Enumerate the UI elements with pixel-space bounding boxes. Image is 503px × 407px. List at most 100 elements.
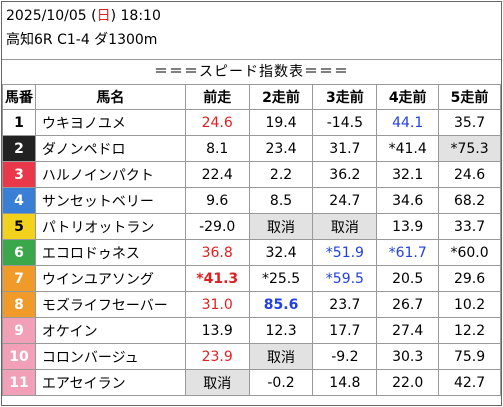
- speed-index-cell: 12.2: [438, 317, 501, 344]
- speed-index-cell: 13.9: [376, 213, 440, 240]
- speed-index-cell: *61.7: [376, 239, 440, 266]
- horse-number: 9: [2, 317, 36, 344]
- speed-index-cell: 32.4: [248, 239, 314, 266]
- table-row: 6 エコロドゥネス 36.8 32.4 *51.9 *61.7 *60.0: [2, 239, 501, 266]
- speed-index-cell: 14.8: [312, 369, 378, 396]
- speed-index-cell: *41.4: [376, 135, 440, 162]
- table-row: 4 サンセットベリー 9.6 8.5 24.7 34.6 68.2: [2, 187, 501, 214]
- speed-index-cell: 2.2: [248, 161, 314, 188]
- speed-index-cell: 29.6: [438, 265, 501, 292]
- race-info: 高知6R C1-4 ダ1300m: [6, 32, 158, 48]
- speed-index-cell: *59.5: [312, 265, 378, 292]
- speed-index-cell: 20.5: [376, 265, 440, 292]
- horse-name: エアセイラン: [34, 369, 186, 396]
- speed-index-cell: 取消: [248, 343, 314, 370]
- horse-number: 6: [2, 239, 36, 266]
- col-header-name: 馬名: [34, 84, 186, 110]
- horse-name: ハルノインパクト: [34, 161, 186, 188]
- col-header-4th: 4走前: [376, 84, 440, 110]
- horse-number: 3: [2, 161, 36, 188]
- table-row: 3 ハルノインパクト 22.4 2.2 36.2 32.1 24.6: [2, 161, 501, 188]
- horse-name: パトリオットラン: [34, 213, 186, 240]
- table-row: 7 ウインユアソング *41.3 *25.5 *59.5 20.5 29.6: [2, 265, 501, 292]
- speed-index-cell: 35.7: [438, 109, 501, 136]
- table-row: 1 ウキヨノユメ 24.6 19.4 -14.5 44.1 35.7: [2, 109, 501, 136]
- horse-number: 4: [2, 187, 36, 214]
- speed-index-cell: 8.5: [248, 187, 314, 214]
- speed-index-cell: -9.2: [312, 343, 378, 370]
- time-text: ) 18:10: [110, 8, 161, 24]
- speed-index-cell: *51.9: [312, 239, 378, 266]
- speed-index-cell: 取消: [248, 213, 314, 240]
- table-body: 1 ウキヨノユメ 24.6 19.4 -14.5 44.1 35.7 2 ダノンペドロ 8.1 23…: [2, 109, 501, 396]
- horse-name: オケイン: [34, 317, 186, 344]
- col-header-last: 前走: [184, 84, 250, 110]
- speed-index-cell: 31.7: [312, 135, 378, 162]
- speed-index-cell: 24.6: [184, 109, 250, 136]
- col-header-2nd: 2走前: [248, 84, 314, 110]
- speed-index-cell: 12.3: [248, 317, 314, 344]
- speed-index-cell: *25.5: [248, 265, 314, 292]
- horse-name: ウキヨノユメ: [34, 109, 186, 136]
- speed-index-cell: 68.2: [438, 187, 501, 214]
- speed-index-cell: 9.6: [184, 187, 250, 214]
- horse-name: サンセットベリー: [34, 187, 186, 214]
- horse-number: 8: [2, 291, 36, 318]
- race-datetime: 2025/10/05 (日) 18:10: [6, 7, 161, 25]
- col-header-3rd: 3走前: [312, 84, 378, 110]
- speed-index-cell: -14.5: [312, 109, 378, 136]
- horse-name: ダノンペドロ: [34, 135, 186, 162]
- speed-index-cell: *41.3: [184, 265, 250, 292]
- col-header-number: 馬番: [2, 84, 36, 110]
- table-row: 5 パトリオットラン -29.0 取消 取消 13.9 33.7: [2, 213, 501, 240]
- speed-index-cell: 23.7: [312, 291, 378, 318]
- horse-number: 11: [2, 369, 36, 396]
- horse-number: 1: [2, 109, 36, 136]
- horse-name: コロンバージュ: [34, 343, 186, 370]
- speed-index-cell: 8.1: [184, 135, 250, 162]
- speed-index-cell: 24.6: [438, 161, 501, 188]
- speed-index-cell: 23.4: [248, 135, 314, 162]
- table-row: 9 オケイン 13.9 12.3 17.7 27.4 12.2: [2, 317, 501, 344]
- horse-number: 2: [2, 135, 36, 162]
- speed-index-cell: 19.4: [248, 109, 314, 136]
- speed-index-cell: 32.1: [376, 161, 440, 188]
- speed-index-cell: 75.9: [438, 343, 501, 370]
- speed-index-cell: 26.7: [376, 291, 440, 318]
- table-row: 11 エアセイラン 取消 -0.2 14.8 22.0 42.7: [2, 369, 501, 396]
- speed-index-cell: *60.0: [438, 239, 501, 266]
- speed-index-cell: -29.0: [184, 213, 250, 240]
- speed-index-cell: 34.6: [376, 187, 440, 214]
- speed-index-cell: 27.4: [376, 317, 440, 344]
- table-row: 8 モズライフセーバー 31.0 85.6 23.7 26.7 10.2: [2, 291, 501, 318]
- table-row: 2 ダノンペドロ 8.1 23.4 31.7 *41.4 *75.3: [2, 135, 501, 162]
- table-header-row: 馬番 馬名 前走 2走前 3走前 4走前 5走前: [2, 84, 501, 110]
- speed-index-cell: 36.8: [184, 239, 250, 266]
- speed-index-cell: 取消: [184, 369, 250, 396]
- speed-index-cell: 44.1: [376, 109, 440, 136]
- speed-index-cell: 22.0: [376, 369, 440, 396]
- speed-index-cell: 31.0: [184, 291, 250, 318]
- speed-index-cell: 30.3: [376, 343, 440, 370]
- table-banner: ＝＝＝スピード指数表＝＝＝: [154, 64, 349, 80]
- table-row: 10 コロンバージュ 23.9 取消 -9.2 30.3 75.9: [2, 343, 501, 370]
- horse-name: ウインユアソング: [34, 265, 186, 292]
- divider: [2, 59, 501, 60]
- horse-number: 7: [2, 265, 36, 292]
- speed-index-cell: 13.9: [184, 317, 250, 344]
- date-text: 2025/10/05 (: [6, 8, 97, 24]
- speed-index-cell: 42.7: [438, 369, 501, 396]
- speed-index-cell: 85.6: [248, 291, 314, 318]
- speed-index-cell: 24.7: [312, 187, 378, 214]
- speed-index-table: 馬番 馬名 前走 2走前 3走前 4走前 5走前 1 ウキヨノユメ 24.6 19.4…: [2, 84, 501, 396]
- horse-number: 10: [2, 343, 36, 370]
- speed-index-cell: 33.7: [438, 213, 501, 240]
- speed-index-cell: *75.3: [438, 135, 501, 162]
- horse-name: モズライフセーバー: [34, 291, 186, 318]
- speed-index-cell: 22.4: [184, 161, 250, 188]
- speed-index-cell: 10.2: [438, 291, 501, 318]
- horse-number: 5: [2, 213, 36, 240]
- speed-index-cell: 36.2: [312, 161, 378, 188]
- speed-index-cell: 23.9: [184, 343, 250, 370]
